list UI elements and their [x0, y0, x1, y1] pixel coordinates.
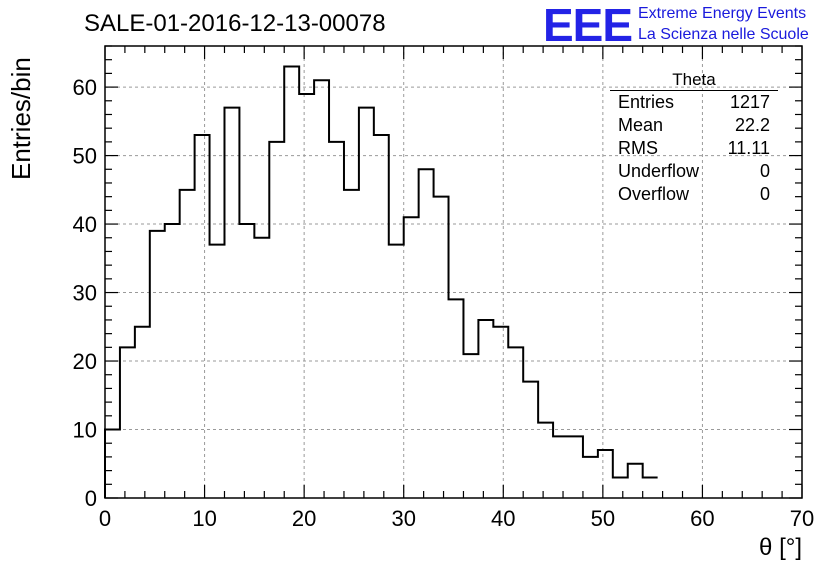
y-tick-label: 40	[73, 212, 97, 237]
histogram-bin	[508, 347, 523, 498]
y-tick-label: 30	[73, 281, 97, 306]
histogram-bin	[478, 320, 493, 498]
grid-lines	[105, 46, 802, 498]
stats-value: 0	[759, 161, 770, 181]
x-tick-label: 0	[99, 506, 111, 531]
x-tick-label: 60	[690, 506, 714, 531]
x-tick-label: 20	[292, 506, 316, 531]
histogram-bin	[224, 108, 239, 498]
histogram-bin	[613, 477, 628, 498]
histogram-bin	[180, 190, 195, 498]
histogram-bin	[150, 231, 165, 498]
stats-box: Theta Entries 1217 Mean 22.2 RMS 11.11 U…	[610, 70, 778, 206]
stats-label: Underflow	[618, 161, 700, 181]
stats-row-mean: Mean 22.2	[610, 114, 778, 137]
histogram-bin	[523, 382, 538, 498]
histogram-bin	[239, 224, 254, 498]
chart-title: SALE-01-2016-12-13-00078	[84, 10, 386, 37]
x-tick-label: 30	[391, 506, 415, 531]
histogram-bin	[120, 347, 135, 498]
stats-label: RMS	[618, 138, 658, 158]
x-tick-labels: 0 10 20 30 40 50 60 70	[99, 506, 814, 531]
plot-frame	[104, 45, 803, 499]
stats-row-overflow: Overflow 0	[610, 183, 778, 206]
stats-value: 22.2	[734, 115, 770, 135]
histogram-bin	[210, 245, 225, 498]
histogram-bin	[463, 354, 478, 498]
axis-ticks	[104, 45, 803, 499]
stats-label: Entries	[618, 92, 675, 112]
histogram-bin	[628, 464, 643, 498]
histogram-bin	[568, 436, 583, 498]
histogram-bin	[374, 135, 389, 498]
y-tick-labels: 0 10 20 30 40 50 60	[73, 75, 97, 511]
histogram-bin	[598, 450, 613, 498]
histogram-bin	[344, 190, 359, 498]
histogram-bin	[583, 457, 598, 498]
stats-title: Theta	[610, 70, 778, 91]
histogram-bin	[299, 94, 314, 498]
histogram-bins	[105, 67, 658, 498]
histogram-bin	[254, 238, 269, 498]
x-tick-label: 50	[591, 506, 615, 531]
y-tick-label: 0	[85, 486, 97, 511]
y-tick-label: 20	[73, 349, 97, 374]
histogram-bin	[359, 108, 374, 498]
x-tick-label: 40	[491, 506, 515, 531]
histogram-bin	[314, 80, 329, 498]
stats-row-entries: Entries 1217	[610, 91, 778, 114]
histogram-bin	[643, 477, 658, 498]
histogram-bin	[493, 327, 508, 498]
logo-subtitle-line2: La Scienza nelle Scuole	[638, 26, 809, 43]
histogram-bin	[269, 142, 284, 498]
logo-subtitle-line1: Extreme Energy Events	[638, 5, 807, 22]
histogram-bin	[538, 423, 553, 498]
eee-logo: EEE Extreme Energy Events La Scienza nel…	[543, 0, 833, 51]
histogram-bin	[434, 197, 449, 498]
stats-row-underflow: Underflow 0	[610, 160, 778, 183]
histogram-bin	[135, 327, 150, 498]
histogram-bin	[329, 142, 344, 498]
x-tick-label: 10	[192, 506, 216, 531]
histogram-outline	[104, 65, 658, 498]
y-axis-label: Entries/bin	[6, 57, 36, 180]
histogram-bin	[419, 169, 434, 498]
stats-value: 1217	[729, 92, 770, 112]
histogram-bin	[553, 436, 568, 498]
histogram-bin	[449, 299, 464, 498]
x-tick-label: 70	[790, 506, 814, 531]
x-axis-label: θ [°]	[759, 534, 802, 561]
stats-row-rms: RMS 11.11	[610, 137, 778, 160]
stats-label: Mean	[618, 115, 664, 135]
y-tick-label: 50	[73, 144, 97, 169]
y-tick-label: 10	[73, 418, 97, 443]
eee-logo-mark: EEE	[543, 0, 633, 51]
y-tick-label: 60	[73, 75, 97, 100]
stats-value: 0	[759, 184, 770, 204]
histogram-bin	[404, 217, 419, 498]
histogram-bin	[195, 135, 210, 498]
histogram-bin	[284, 67, 299, 498]
stats-label: Overflow	[618, 184, 690, 204]
histogram-bin	[389, 245, 404, 498]
histogram-bin	[105, 430, 120, 498]
stats-value: 11.11	[727, 138, 770, 158]
